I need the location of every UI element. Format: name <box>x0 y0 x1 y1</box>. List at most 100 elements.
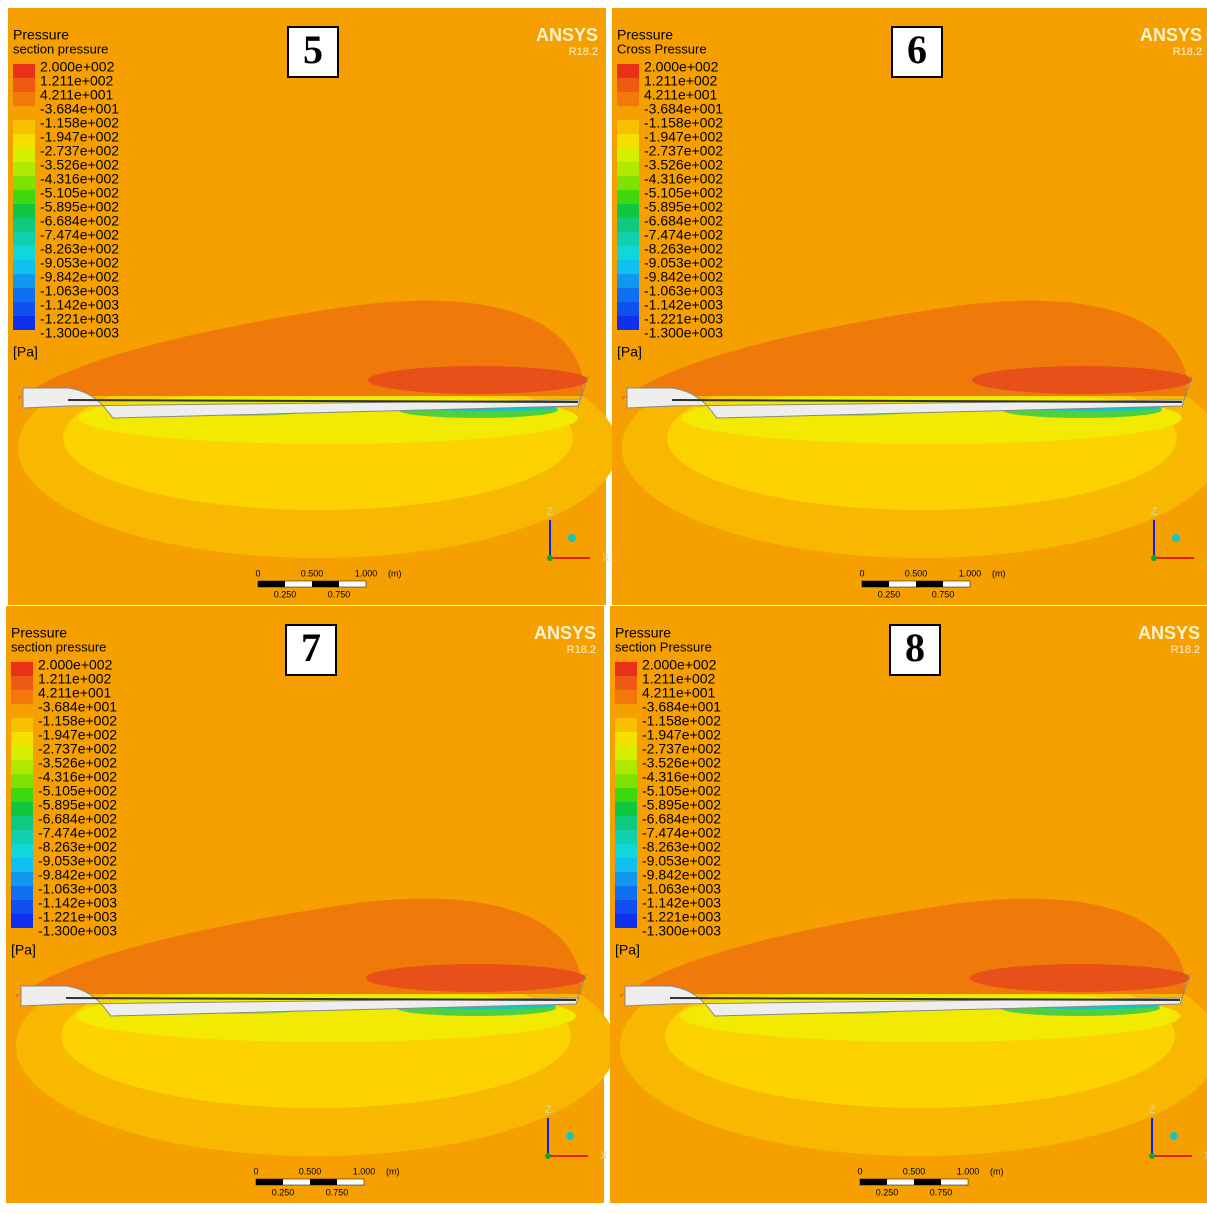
legend-band <box>617 106 639 120</box>
axis-y <box>568 534 576 542</box>
axis-label: Z <box>1151 506 1158 518</box>
panel-number: 5 <box>303 27 323 72</box>
scale-label: 1.000 <box>355 568 378 578</box>
panel-number: 6 <box>907 27 927 72</box>
legend-band <box>615 858 637 872</box>
scale-label: 0 <box>859 568 864 578</box>
legend-band <box>615 704 637 718</box>
scale-bar-black <box>862 581 889 587</box>
scale-bar-black <box>916 581 943 587</box>
scale-label: 1.000 <box>959 568 982 578</box>
scale-label: 0.500 <box>903 1166 926 1176</box>
axis-origin <box>1151 555 1157 561</box>
scale-label: 0.250 <box>274 589 297 599</box>
legend-band <box>11 732 33 746</box>
legend-band <box>615 774 637 788</box>
legend-band <box>13 106 35 120</box>
legend-subtitle: Cross Pressure <box>617 41 707 56</box>
legend-band <box>11 746 33 760</box>
legend-band <box>11 844 33 858</box>
legend-band <box>615 830 637 844</box>
axis-origin <box>547 555 553 561</box>
legend-band <box>617 64 639 78</box>
legend-band <box>615 886 637 900</box>
legend-band <box>11 788 33 802</box>
legend-title: Pressure <box>13 27 69 43</box>
contour-red <box>366 964 586 992</box>
axis-label: X <box>600 1150 608 1162</box>
legend-band <box>615 732 637 746</box>
legend-band <box>13 134 35 148</box>
legend-band <box>617 190 639 204</box>
legend-band <box>11 914 33 928</box>
legend-band <box>617 134 639 148</box>
legend-title: Pressure <box>615 625 671 641</box>
axis-label: X <box>602 552 610 564</box>
legend-band <box>615 690 637 704</box>
scale-label: 0.750 <box>930 1187 953 1197</box>
brand: ANSYS <box>536 25 598 45</box>
legend-band <box>11 760 33 774</box>
legend-band <box>11 690 33 704</box>
legend-band <box>615 746 637 760</box>
legend-band <box>11 872 33 886</box>
legend-band <box>13 64 35 78</box>
legend-band <box>13 274 35 288</box>
legend-band <box>617 176 639 190</box>
scale-label: 0 <box>253 1166 258 1176</box>
scale-label: 0.500 <box>299 1166 322 1176</box>
contour-red <box>970 964 1190 992</box>
legend-band <box>617 204 639 218</box>
panel: PressureCross Pressure2.000e+0021.211e+0… <box>612 8 1207 605</box>
version: R18.2 <box>567 644 596 656</box>
legend-band <box>11 886 33 900</box>
legend-band <box>617 260 639 274</box>
legend-band <box>617 148 639 162</box>
axis-y <box>1170 1132 1178 1140</box>
legend-band <box>13 260 35 274</box>
legend-band <box>617 120 639 134</box>
legend-subtitle: section pressure <box>11 639 106 654</box>
legend-band <box>13 162 35 176</box>
axis-origin <box>545 1153 551 1159</box>
legend-band <box>13 148 35 162</box>
legend-band <box>13 288 35 302</box>
legend-unit: [Pa] <box>617 344 642 360</box>
scale-label: (m) <box>992 568 1006 578</box>
legend-band <box>13 120 35 134</box>
scale-label: 0.750 <box>328 589 351 599</box>
figure: Pressuresection pressure2.000e+0021.211e… <box>0 0 1207 1209</box>
legend-band <box>13 218 35 232</box>
legend-band <box>13 92 35 106</box>
brand: ANSYS <box>1140 25 1202 45</box>
legend-band <box>615 662 637 676</box>
scale-label: (m) <box>990 1166 1004 1176</box>
legend-level: -1.300e+003 <box>38 923 117 939</box>
scale-label: (m) <box>388 568 402 578</box>
legend-title: Pressure <box>11 625 67 641</box>
legend-band <box>617 78 639 92</box>
legend-band <box>11 858 33 872</box>
scale-bar-black <box>256 1179 283 1185</box>
scale-bar-black <box>310 1179 337 1185</box>
legend-level: -1.300e+003 <box>644 325 723 341</box>
brand: ANSYS <box>1138 623 1200 643</box>
panel-number: 8 <box>905 625 925 670</box>
scale-label: 1.000 <box>957 1166 980 1176</box>
contour-red <box>972 366 1192 394</box>
axis-label: Z <box>547 506 554 518</box>
legend-band <box>615 802 637 816</box>
legend-band <box>615 760 637 774</box>
panel: Pressuresection Pressure2.000e+0021.211e… <box>610 606 1207 1203</box>
legend-band <box>13 176 35 190</box>
legend-band <box>617 162 639 176</box>
legend-band <box>11 676 33 690</box>
legend-level: -1.300e+003 <box>642 923 721 939</box>
scale-label: 0.250 <box>876 1187 899 1197</box>
legend-band <box>13 78 35 92</box>
legend-band <box>11 802 33 816</box>
legend-band <box>13 204 35 218</box>
legend-band <box>615 676 637 690</box>
legend-band <box>617 288 639 302</box>
